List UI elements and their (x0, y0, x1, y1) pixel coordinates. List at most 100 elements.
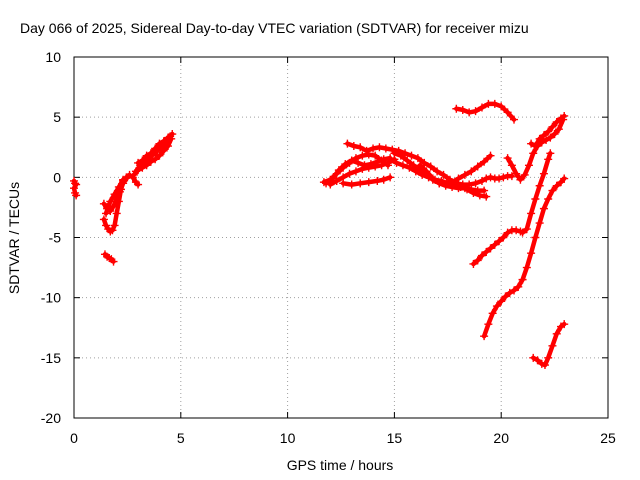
data-point (356, 179, 365, 188)
data-point (552, 181, 561, 190)
data-point (469, 188, 478, 197)
data-point (426, 162, 435, 171)
data-point (418, 170, 427, 179)
data-point (364, 163, 373, 172)
data-point (343, 139, 352, 148)
data-point (544, 353, 553, 362)
data-point (354, 158, 363, 167)
data-point (381, 144, 390, 153)
data-point (110, 190, 119, 199)
data-point (539, 131, 548, 140)
data-point (364, 178, 373, 187)
data-point (548, 122, 557, 131)
data-point (540, 361, 549, 370)
data-point (475, 191, 484, 200)
data-point (71, 179, 80, 188)
data-track-17 (452, 99, 519, 124)
data-point (401, 149, 410, 158)
data-point (522, 263, 531, 272)
data-point (351, 167, 360, 176)
data-point (163, 142, 172, 151)
data-point (535, 219, 544, 228)
data-point (463, 185, 472, 194)
data-point (332, 176, 341, 185)
y-axis-label: SDTVAR / TECUs (6, 182, 22, 294)
data-point (482, 174, 491, 183)
data-point (334, 166, 343, 175)
data-point (339, 179, 348, 188)
data-track-22 (529, 320, 569, 370)
data-point (155, 139, 164, 148)
data-point (535, 181, 544, 190)
data-track-5 (102, 175, 128, 218)
axis-ticks (73, 56, 609, 419)
y-tick-label: -15 (41, 350, 61, 366)
data-point (512, 169, 521, 178)
data-point (477, 103, 486, 112)
data-point (531, 194, 540, 203)
data-track-13 (343, 139, 516, 189)
data-point (347, 180, 356, 189)
data-point (492, 302, 501, 311)
data-point (109, 257, 118, 266)
data-track-7 (129, 134, 176, 179)
data-point (510, 115, 519, 124)
data-point (134, 166, 143, 175)
y-tick-label: -5 (49, 230, 62, 246)
x-tick-label: 10 (280, 430, 296, 446)
data-track-12 (339, 173, 395, 189)
x-tick-label: 15 (387, 430, 403, 446)
data-point (497, 297, 506, 306)
data-point (486, 173, 495, 182)
data-point (505, 288, 514, 297)
data-point (469, 259, 478, 268)
data-point (72, 191, 81, 200)
data-point (484, 320, 493, 329)
data-point (159, 146, 168, 155)
track-line (454, 101, 517, 122)
data-point (373, 176, 382, 185)
data-point (456, 182, 465, 191)
data-point (544, 155, 553, 164)
data-point (155, 151, 164, 160)
data-point (377, 161, 386, 170)
data-point (512, 226, 521, 235)
data-marks (70, 99, 569, 370)
data-point (371, 151, 380, 160)
data-point (458, 105, 467, 114)
data-point (102, 209, 111, 218)
y-tick-labels: 10 5 0 -5 -10 -15 -20 (41, 49, 61, 426)
x-tick-label: 5 (177, 430, 185, 446)
data-point (114, 182, 123, 191)
data-point (151, 155, 160, 164)
data-point (520, 170, 529, 179)
data-point (546, 149, 555, 158)
data-track-1 (70, 176, 81, 200)
data-point (433, 167, 442, 176)
data-point (405, 163, 414, 172)
data-point (542, 136, 551, 145)
data-point (550, 130, 559, 139)
y-tick-label: -10 (41, 290, 61, 306)
data-point (544, 194, 553, 203)
data-point (435, 179, 444, 188)
data-point (151, 144, 160, 153)
data-point (420, 158, 429, 167)
data-point (480, 332, 489, 341)
data-point (110, 221, 119, 230)
data-point (486, 151, 495, 160)
chart-title: Day 066 of 2025, Sidereal Day-to-day VTE… (20, 20, 529, 36)
data-point (407, 151, 416, 160)
data-point (560, 320, 569, 329)
data-point (356, 143, 365, 152)
data-point (527, 249, 536, 258)
data-point (349, 142, 358, 151)
data-point (369, 144, 378, 153)
data-point (529, 149, 538, 158)
data-point (452, 104, 461, 113)
data-point (439, 170, 448, 179)
data-point (546, 133, 555, 142)
data-point (375, 143, 384, 152)
data-point (119, 175, 128, 184)
data-point (441, 180, 450, 189)
